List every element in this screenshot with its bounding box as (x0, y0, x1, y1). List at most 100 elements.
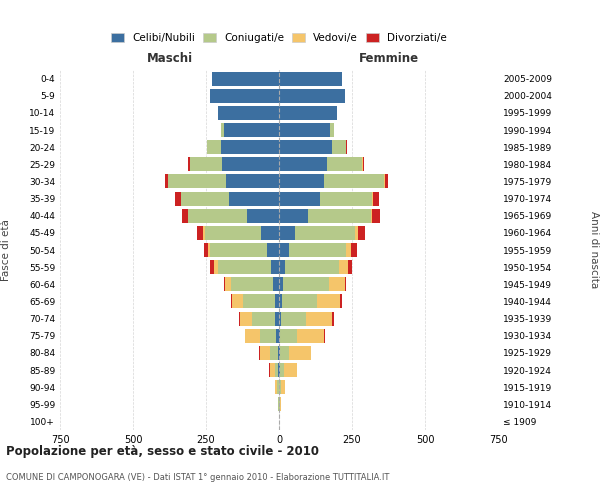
Bar (279, 243, 289, 257)
Bar (260, 328, 276, 342)
Text: COMUNE DI CAMPONOGARA (VE) - Dati ISTAT 1° gennaio 2010 - Elaborazione TUTTITALI: COMUNE DI CAMPONOGARA (VE) - Dati ISTAT … (6, 473, 389, 482)
Bar (188, 208, 247, 222)
Bar (280, 346, 289, 360)
Bar (355, 226, 358, 240)
Bar (281, 380, 285, 394)
Bar (239, 312, 241, 326)
Bar (262, 226, 279, 240)
Text: Popolazione per età, sesso e stato civile - 2010: Popolazione per età, sesso e stato civil… (6, 445, 319, 458)
Bar (280, 328, 296, 342)
Bar (247, 208, 279, 222)
Bar (203, 226, 205, 240)
Bar (279, 72, 342, 86)
Bar (221, 123, 224, 137)
Bar (232, 294, 242, 308)
Bar (327, 158, 362, 172)
Bar (181, 192, 229, 205)
Bar (340, 294, 342, 308)
Bar (279, 260, 285, 274)
Bar (279, 88, 344, 102)
Bar (278, 346, 279, 360)
Bar (241, 312, 252, 326)
Bar (275, 380, 277, 394)
Bar (362, 158, 364, 172)
Bar (242, 294, 275, 308)
Bar (279, 106, 337, 120)
Bar (329, 278, 344, 291)
Bar (270, 346, 278, 360)
Bar (182, 208, 188, 222)
Bar (268, 243, 279, 257)
Bar (225, 278, 231, 291)
Bar (214, 260, 218, 274)
Bar (279, 192, 320, 205)
Bar (203, 243, 208, 257)
Bar (279, 158, 327, 172)
Bar (371, 208, 373, 222)
Bar (324, 328, 325, 342)
Bar (190, 158, 222, 172)
Bar (279, 208, 308, 222)
Bar (277, 380, 279, 394)
Text: Fasce di età: Fasce di età (1, 219, 11, 281)
Bar (279, 294, 282, 308)
Bar (280, 398, 281, 411)
Bar (332, 140, 346, 154)
Bar (271, 260, 279, 274)
Bar (385, 174, 388, 188)
Bar (330, 123, 334, 137)
Bar (279, 346, 280, 360)
Bar (279, 226, 295, 240)
Bar (273, 278, 279, 291)
Bar (226, 174, 279, 188)
Bar (188, 158, 190, 172)
Bar (284, 363, 297, 377)
Bar (218, 106, 279, 120)
Bar (211, 88, 279, 102)
Bar (373, 208, 380, 222)
Bar (175, 192, 181, 205)
Bar (289, 243, 346, 257)
Bar (339, 260, 347, 274)
Bar (208, 140, 221, 154)
Bar (296, 328, 324, 342)
Bar (346, 243, 352, 257)
Bar (279, 328, 280, 342)
Bar (276, 328, 279, 342)
Bar (279, 174, 324, 188)
Bar (224, 123, 279, 137)
Bar (252, 312, 275, 326)
Bar (229, 192, 279, 205)
Bar (275, 363, 278, 377)
Bar (245, 328, 260, 342)
Bar (231, 278, 273, 291)
Bar (279, 123, 330, 137)
Bar (306, 312, 332, 326)
Bar (168, 174, 226, 188)
Bar (197, 226, 203, 240)
Bar (289, 346, 311, 360)
Bar (260, 346, 270, 360)
Bar (283, 278, 329, 291)
Bar (324, 174, 384, 188)
Bar (279, 312, 281, 326)
Bar (165, 174, 168, 188)
Bar (269, 363, 275, 377)
Bar (218, 260, 271, 274)
Bar (373, 192, 379, 205)
Bar (222, 158, 279, 172)
Bar (208, 243, 211, 257)
Text: Maschi: Maschi (146, 52, 193, 65)
Bar (358, 226, 365, 240)
Bar (275, 294, 279, 308)
Bar (209, 260, 214, 274)
Bar (308, 208, 371, 222)
Bar (212, 72, 279, 86)
Bar (344, 278, 346, 291)
Bar (280, 363, 284, 377)
Bar (205, 226, 262, 240)
Bar (282, 294, 317, 308)
Bar (279, 380, 281, 394)
Bar (281, 312, 306, 326)
Text: Anni di nascita: Anni di nascita (589, 212, 599, 288)
